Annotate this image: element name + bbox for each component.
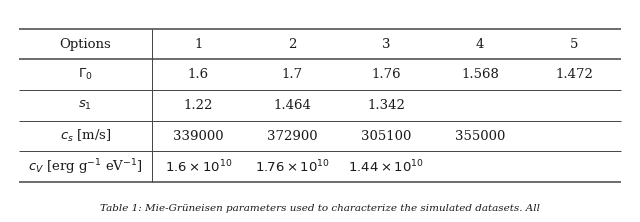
Text: $c_V$ [erg g$^{-1}$ eV$^{-1}$]: $c_V$ [erg g$^{-1}$ eV$^{-1}$] (28, 157, 143, 176)
Text: 1: 1 (195, 38, 203, 51)
Text: $\Gamma_0$: $\Gamma_0$ (78, 67, 93, 82)
Text: Table 1: Mie-Grüneisen parameters used to characterize the simulated datasets. A: Table 1: Mie-Grüneisen parameters used t… (100, 204, 540, 213)
Text: Options: Options (60, 38, 111, 51)
Text: 355000: 355000 (455, 130, 505, 143)
Text: $1.44 \times 10^{10}$: $1.44 \times 10^{10}$ (348, 159, 424, 175)
Text: 1.464: 1.464 (273, 99, 311, 112)
Text: 1.6: 1.6 (188, 68, 209, 81)
Text: 1.342: 1.342 (367, 99, 405, 112)
Text: $1.6 \times 10^{10}$: $1.6 \times 10^{10}$ (164, 159, 232, 175)
Text: 3: 3 (382, 38, 390, 51)
Text: 1.472: 1.472 (555, 68, 593, 81)
Text: 5: 5 (570, 38, 578, 51)
Text: 1.76: 1.76 (371, 68, 401, 81)
Text: $1.76 \times 10^{10}$: $1.76 \times 10^{10}$ (255, 159, 330, 175)
Text: 305100: 305100 (361, 130, 412, 143)
Text: 1.568: 1.568 (461, 68, 499, 81)
Text: 372900: 372900 (267, 130, 317, 143)
Text: 339000: 339000 (173, 130, 224, 143)
Text: 1.7: 1.7 (282, 68, 303, 81)
Text: 4: 4 (476, 38, 484, 51)
Text: $c_s$ [m/s]: $c_s$ [m/s] (60, 128, 111, 144)
Text: 2: 2 (288, 38, 296, 51)
Text: $s_1$: $s_1$ (79, 99, 92, 112)
Text: 1.22: 1.22 (184, 99, 213, 112)
